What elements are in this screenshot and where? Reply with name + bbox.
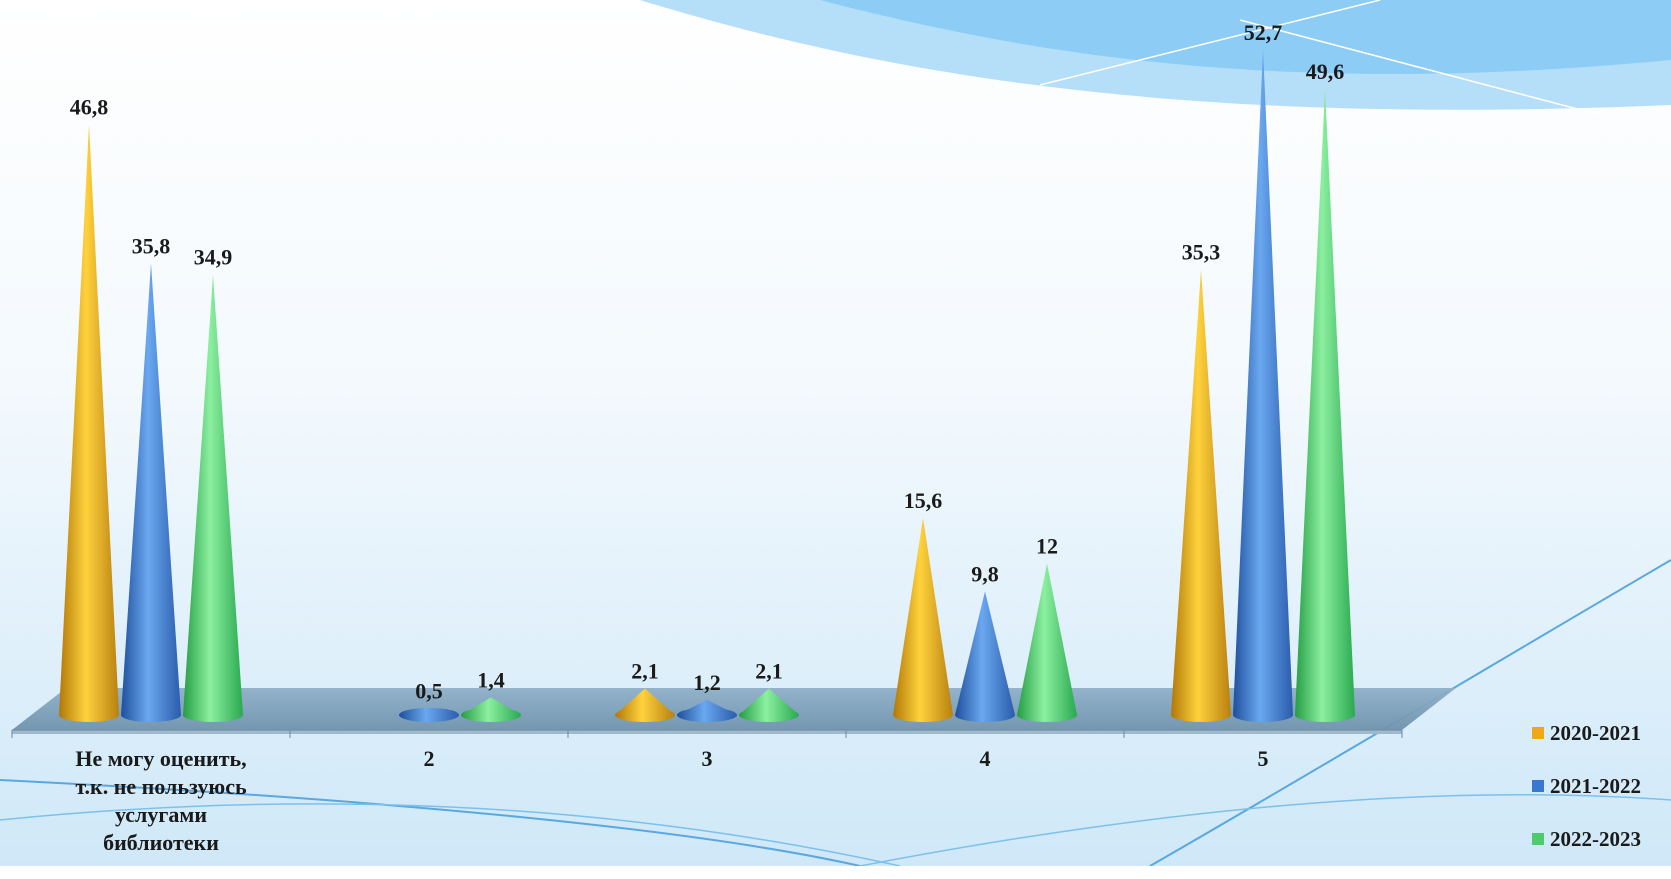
data-label: 35,3 [1182,240,1221,265]
data-labels: 46,8 2,1 15,6 35,3 35,8 0,5 1,2 9,8 52,7 34,9 1,4 2… [70,20,1345,704]
x-axis [11,730,1403,738]
data-label: 0,5 [415,679,443,704]
cone-2020-2021-3 [893,518,953,722]
x-tick-label: 3 [702,746,713,771]
cone-2021-2022-0 [121,263,181,722]
data-label: 1,2 [693,670,721,695]
legend-item: 2020-2021 [1532,720,1671,746]
legend-label: 2021-2022 [1550,773,1641,798]
x-tick-label: Не могу оценить, т.к. не пользуюсь услугам… [75,746,247,855]
data-label: 9,8 [971,561,999,586]
cone-2022-2023-3 [1017,563,1077,722]
cone-2022-2023-1 [461,697,521,722]
data-label: 35,8 [132,233,171,258]
legend-label: 2020-2021 [1550,720,1641,745]
cone-2022-2023-4 [1295,89,1355,722]
legend-item: 2021-2022 [1532,773,1671,799]
x-tick-label: 2 [424,746,435,771]
data-label: 15,6 [904,488,943,513]
cone-2020-2021-4 [1171,269,1231,722]
legend-label: 2022-2023 [1550,826,1641,851]
legend-swatch [1532,780,1544,792]
data-label: 2,1 [631,659,659,684]
legend-swatch [1532,727,1544,739]
cone-2022-2023-2 [739,688,799,722]
chart-floor [12,688,1456,734]
cone-2020-2021-0 [59,124,119,722]
cone-2021-2022-3 [955,591,1015,722]
data-label: 52,7 [1244,20,1283,45]
cone-2021-2022-2 [677,699,737,722]
plot-area [59,50,1355,722]
data-label: 12 [1036,534,1058,559]
cone-2021-2022-1 [399,708,459,722]
legend-swatch [1532,833,1544,845]
legend-item: 2022-2023 [1532,826,1671,852]
data-label: 1,4 [477,667,505,692]
x-tick-label: 5 [1258,746,1269,771]
data-label: 49,6 [1306,59,1345,84]
legend: 2020-2021 2021-2022 2022-2023 [1532,720,1671,879]
data-label: 46,8 [70,94,109,119]
cone-2020-2021-2 [615,688,675,722]
cone-2022-2023-0 [183,274,243,722]
cone-2021-2022-4 [1233,50,1293,722]
data-label: 34,9 [194,245,233,270]
x-tick-label: 4 [980,746,991,771]
data-label: 2,1 [755,659,783,684]
category-labels: Не могу оценить, т.к. не пользуюсь услугам… [75,746,1268,855]
